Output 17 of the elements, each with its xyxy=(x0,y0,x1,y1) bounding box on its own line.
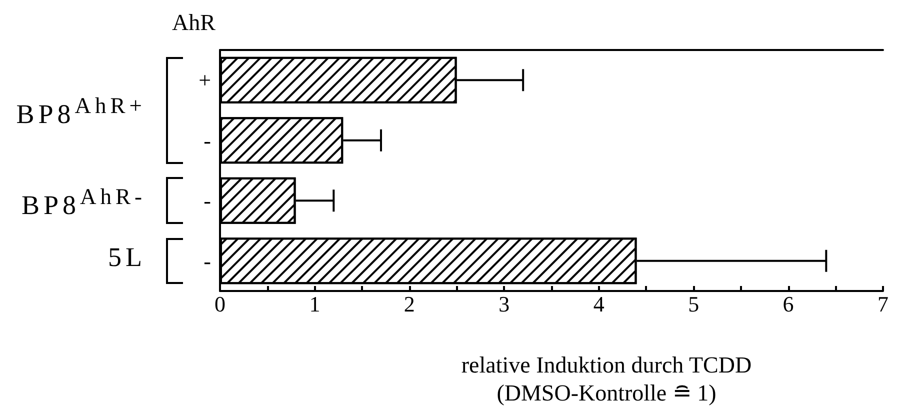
y-tick-label: - xyxy=(204,128,211,153)
text: BP8$^{AhR+}$ xyxy=(16,92,146,130)
x-tick-label: 4 xyxy=(593,292,604,316)
x-tick-label: 3 xyxy=(498,292,510,316)
x-axis-title: relative Induktion durch TCDD (DMSO-Kontrolle ≘ 1) xyxy=(461,352,752,406)
legend-label: 5L xyxy=(108,240,146,274)
x-tick-label: 5 xyxy=(688,292,700,316)
x-tick-label: 2 xyxy=(404,292,415,316)
y-tick-label: - xyxy=(204,188,211,214)
y-tick-label: + xyxy=(198,68,211,93)
x-tick-label: 0 xyxy=(214,292,226,316)
chart-title: AhR xyxy=(172,10,216,35)
y-tick-label: - xyxy=(204,248,211,274)
x-tick-label: 1 xyxy=(309,292,320,316)
legend-label: BP8$^{AhR-}$ xyxy=(21,182,146,220)
x-tick-label: 7 xyxy=(878,292,888,316)
x-tick-label: 6 xyxy=(782,292,794,316)
